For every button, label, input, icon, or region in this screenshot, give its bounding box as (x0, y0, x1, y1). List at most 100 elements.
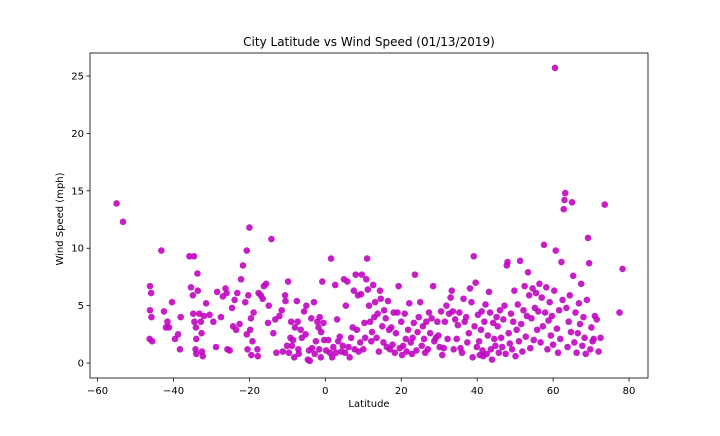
data-point (477, 326, 485, 334)
data-point (279, 348, 287, 355)
data-point (498, 343, 506, 351)
data-point (327, 255, 335, 262)
data-point (532, 289, 540, 297)
data-point (475, 337, 483, 345)
data-point (249, 337, 256, 345)
data-point (501, 302, 508, 309)
data-point (310, 298, 318, 306)
data-point (226, 347, 233, 354)
data-point (554, 349, 562, 357)
data-point (548, 312, 556, 320)
data-point (289, 336, 297, 344)
data-point (192, 324, 200, 331)
data-point (389, 341, 396, 349)
data-point (287, 318, 295, 326)
data-point (369, 281, 377, 289)
data-point (572, 309, 579, 316)
data-point (489, 319, 497, 327)
data-point (451, 316, 459, 323)
data-point (306, 357, 314, 365)
data-point (308, 314, 315, 322)
data-point (571, 339, 578, 346)
data-point (186, 252, 193, 260)
data-point (239, 262, 247, 269)
data-point (576, 320, 584, 328)
data-point (557, 335, 564, 343)
data-point (466, 285, 474, 292)
data-point (616, 309, 623, 316)
data-point (254, 352, 262, 360)
data-point (494, 323, 501, 330)
data-point (587, 345, 594, 353)
data-point (264, 319, 272, 327)
data-point (270, 329, 277, 337)
data-point (262, 280, 270, 288)
data-point (273, 349, 280, 357)
data-point (165, 324, 173, 331)
data-point (588, 324, 595, 331)
data-point (364, 286, 372, 293)
data-point (546, 298, 553, 306)
data-point (294, 318, 301, 326)
x-tick-label: −60 (87, 386, 108, 397)
data-point (500, 316, 507, 323)
data-point (619, 265, 626, 273)
data-point (247, 314, 255, 322)
y-axis-label: Wind Speed (mph) (55, 172, 66, 265)
data-point (231, 296, 238, 304)
data-point (470, 252, 478, 260)
data-point (366, 318, 374, 326)
data-point (528, 314, 535, 322)
data-point (566, 292, 574, 299)
data-point (308, 344, 316, 352)
data-point (241, 298, 249, 306)
data-point (401, 310, 408, 317)
data-point (148, 337, 156, 345)
data-point (146, 282, 154, 290)
data-point (360, 345, 367, 353)
data-point (365, 302, 373, 309)
data-point (581, 334, 588, 342)
data-point (147, 289, 155, 297)
data-point (549, 341, 557, 349)
data-point (573, 349, 580, 357)
data-point (449, 308, 457, 315)
data-point (409, 334, 416, 342)
data-point (276, 312, 283, 320)
data-point (597, 334, 604, 342)
data-point (410, 319, 418, 327)
data-point (290, 354, 298, 361)
data-point (199, 352, 207, 360)
data-point (493, 313, 500, 321)
y-tick-label: 20 (71, 129, 84, 140)
x-tick-label: 20 (395, 386, 408, 397)
data-point (508, 345, 516, 353)
data-point (378, 323, 386, 330)
data-point (244, 292, 252, 299)
data-point (363, 275, 370, 283)
data-point (148, 313, 155, 321)
data-point (293, 297, 301, 305)
data-point (285, 349, 293, 357)
data-point (462, 313, 470, 321)
data-point (268, 235, 275, 243)
data-point (202, 300, 210, 307)
data-point (228, 304, 236, 312)
data-point (565, 318, 572, 326)
data-point (319, 278, 326, 285)
data-point (302, 331, 309, 338)
data-point (567, 328, 575, 336)
data-point (509, 318, 517, 326)
data-point (506, 340, 514, 347)
data-point (399, 342, 407, 350)
data-point (233, 289, 241, 297)
data-point (259, 295, 267, 303)
data-point (552, 247, 560, 254)
data-point (146, 306, 154, 314)
data-point (333, 316, 341, 323)
data-point (332, 349, 340, 357)
data-point (297, 326, 304, 334)
data-point (561, 196, 568, 204)
y-tick-label: 25 (71, 71, 84, 82)
